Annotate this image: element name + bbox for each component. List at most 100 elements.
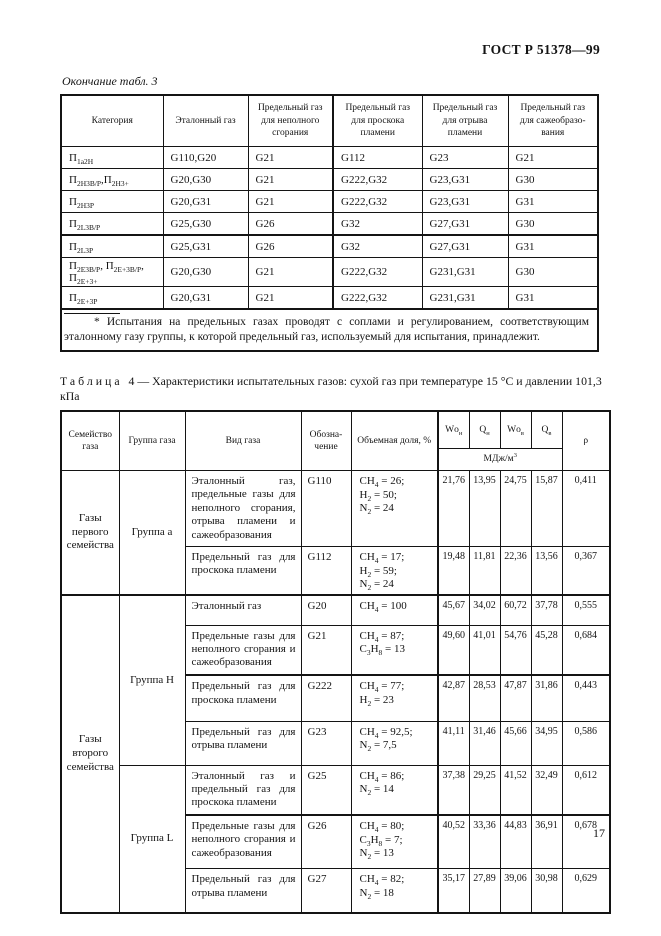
category-cell: П1а2Н: [60, 146, 164, 169]
heat-lower-cell: 11,81: [468, 545, 501, 596]
gas-group-cell: Группа L: [118, 764, 186, 914]
gas-type-cell: Эталонный газ и предельный газ для проск…: [184, 764, 302, 816]
page-number: 17: [593, 826, 605, 840]
heat-lower-cell: 27,89: [468, 868, 501, 914]
flame-lift-gas-cell: G23,G31: [421, 190, 509, 213]
volume-fraction-cell: CH4 = 82; N2 = 18: [350, 868, 439, 914]
table3-header-row: Категория Эталонный газ Предельный газ для…: [60, 94, 599, 147]
table4-row: Газы второго семейства Группа Н Эталонный …: [60, 594, 611, 914]
gas-type-cell: Предельный газ для проскока пламени: [184, 674, 302, 722]
table3-col-header: Эталонный газ: [162, 94, 249, 147]
density-cell: 0,612: [561, 764, 611, 816]
designation-cell: G26: [300, 813, 352, 870]
table4-col-header-group: Группа газа: [118, 410, 186, 471]
sooting-gas-cell: G30: [507, 212, 599, 236]
density-cell: 0,555: [561, 594, 611, 626]
designation-cell: G110: [300, 469, 352, 547]
density-cell: 0,684: [561, 624, 611, 676]
table3-col-header: Предельный газ для отрыва пламени: [421, 94, 509, 147]
table4-row: Предельные газы для неполного сгорания и…: [61, 624, 611, 676]
flame-lift-gas-cell: G23,G31: [421, 168, 509, 191]
table4-row: Группа L Эталонный газ и предельный газ д…: [61, 764, 611, 914]
category-cell: П2L3В/Р: [60, 212, 164, 236]
wobbe-upper-cell: 45,66: [499, 720, 532, 766]
table4-caption-label: Таблица: [60, 373, 123, 388]
wobbe-lower-cell: 19,48: [437, 545, 470, 596]
gas-family-cell: Газы первого семейства: [60, 469, 120, 596]
volume-fraction-cell: CH4 = 100: [350, 594, 439, 626]
footnote-text: * Испытания на предельных газах проводят…: [64, 316, 589, 343]
footnote-cell: * Испытания на предельных газах проводят…: [60, 308, 599, 352]
wobbe-lower-cell: 45,67: [437, 594, 470, 626]
page-content: Окончание табл. 3 Категория Эталонный газ…: [60, 74, 611, 914]
sooting-gas-cell: G21: [507, 146, 599, 169]
gas-type-cell: Эталонный газ, предельные газы для непол…: [184, 469, 302, 547]
wobbe-upper-cell: 41,52: [499, 764, 532, 816]
table3-col-header: Категория: [60, 94, 164, 147]
unit-header: МДж/м3: [437, 447, 563, 471]
gas-type-cell: Предельные газы для неполного сгорания и…: [184, 624, 302, 676]
gas-group-cell: Группа Н: [118, 594, 186, 766]
wobbe-upper-cell: 60,72: [499, 594, 532, 626]
wobbe-upper-cell: 39,06: [499, 868, 532, 914]
density-cell: 0,367: [561, 545, 611, 596]
category-cell: П2Н3Р: [60, 190, 164, 213]
table4-test-gas-characteristics: Семейст­во газа Группа газа Вид газа Обозна…: [60, 409, 611, 914]
flashback-gas-cell: G32: [332, 212, 423, 236]
gas-type-cell: Предельные газы для неполного сгорания и…: [184, 813, 302, 870]
table4-col-header-family: Семейст­во газа: [60, 410, 120, 471]
reference-gas-cell: G20,G31: [162, 190, 249, 213]
table4-col-header-wov: Wов: [499, 410, 532, 449]
wobbe-lower-cell: 21,76: [437, 469, 470, 547]
heat-lower-cell: 31,46: [468, 720, 501, 766]
heat-upper-cell: 31,86: [530, 674, 563, 722]
table4-col-header-qv: Qв: [530, 410, 563, 449]
wobbe-upper-cell: 44,83: [499, 813, 532, 870]
heat-upper-cell: 37,78: [530, 594, 563, 626]
wobbe-lower-cell: 41,11: [437, 720, 470, 766]
volume-fraction-cell: CH4 = 17; H2 = 59; N2 = 24: [350, 545, 439, 596]
wobbe-lower-cell: 37,38: [437, 764, 470, 816]
flashback-gas-cell: G222,G32: [332, 286, 423, 310]
flashback-gas-cell: G32: [332, 234, 423, 258]
flame-lift-gas-cell: G27,G31: [421, 212, 509, 236]
sooting-gas-cell: G31: [507, 190, 599, 213]
reference-gas-cell: G25,G30: [162, 212, 249, 236]
gas-family-cell: Газы второго семейства: [60, 594, 120, 914]
sooting-gas-cell: G30: [507, 168, 599, 191]
heat-lower-cell: 29,25: [468, 764, 501, 816]
volume-fraction-cell: CH4 = 26; H2 = 50; N2 = 24: [350, 469, 439, 547]
designation-cell: G27: [300, 868, 352, 914]
table4-row: Предельный газ для отрыва пламени G23 CH4 …: [61, 720, 611, 766]
table3-row: П1а2Н G110,G20 G21 G112 G23 G21: [60, 146, 599, 169]
heat-upper-cell: 32,49: [530, 764, 563, 816]
table3-row: П2L3В/Р G25,G30 G26 G32 G27,G31 G30: [60, 212, 599, 236]
table3-col-header: Предельный газ для сажеобразо-вания: [507, 94, 599, 147]
heat-upper-cell: 15,87: [530, 469, 563, 547]
flashback-gas-cell: G112: [332, 146, 423, 169]
table3-body: П1а2Н G110,G20 G21 G112 G23 G21 П2Н3В/Р,П2Н3+ G…: [60, 146, 599, 352]
wobbe-lower-cell: 49,60: [437, 624, 470, 676]
volume-fraction-cell: CH4 = 87; C3H8 = 13: [350, 624, 439, 676]
category-cell: П2Н3В/Р,П2Н3+: [60, 168, 164, 191]
table3-row: П2L3Р G25,G31 G26 G32 G27,G31 G31: [60, 234, 599, 258]
table4-caption-number: 4: [128, 373, 135, 388]
wobbe-lower-cell: 42,87: [437, 674, 470, 722]
incomplete-combustion-gas-cell: G26: [247, 234, 334, 258]
density-cell: 0,678: [561, 813, 611, 870]
table4-row: Предельный газ для отрыва пламени G27 CH4 …: [61, 868, 611, 914]
volume-fraction-cell: CH4 = 86; N2 = 14: [350, 764, 439, 816]
heat-upper-cell: 36,91: [530, 813, 563, 870]
table3-caption: Окончание табл. 3: [62, 74, 158, 88]
heat-lower-cell: 33,36: [468, 813, 501, 870]
table4-header: Семейст­во газа Группа газа Вид газа Обозна…: [60, 410, 611, 471]
heat-lower-cell: 28,53: [468, 674, 501, 722]
wobbe-upper-cell: 47,87: [499, 674, 532, 722]
density-cell: 0,443: [561, 674, 611, 722]
incomplete-combustion-gas-cell: G21: [247, 257, 334, 287]
gas-type-cell: Предельный газ для проскока пламени: [184, 545, 302, 596]
heat-lower-cell: 13,95: [468, 469, 501, 547]
sooting-gas-cell: G30: [507, 257, 599, 287]
designation-cell: G21: [300, 624, 352, 676]
